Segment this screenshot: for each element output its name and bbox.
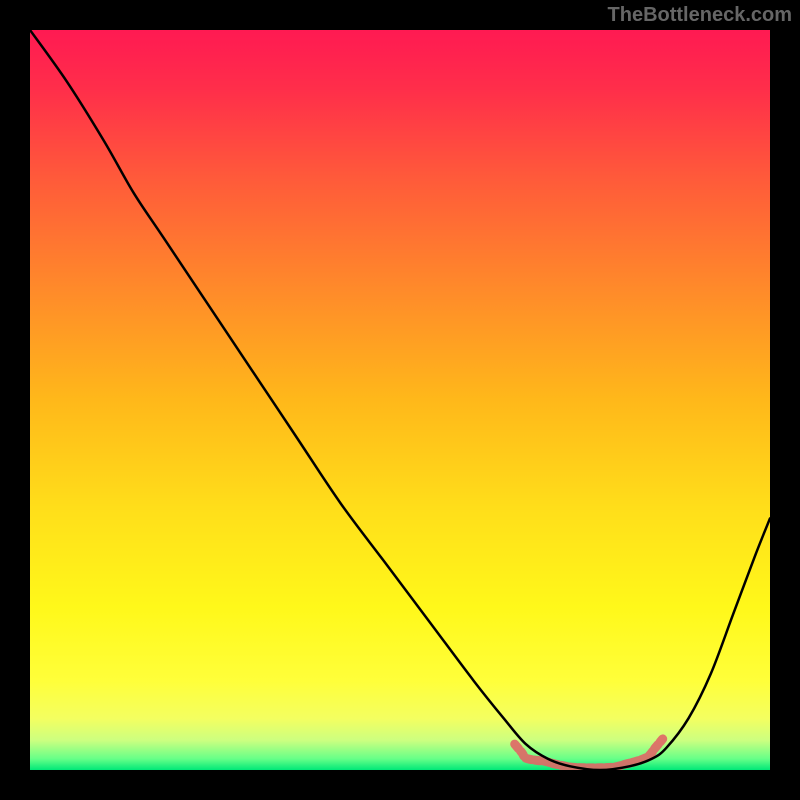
bottleneck-curve xyxy=(30,30,770,770)
chart-curve-layer xyxy=(30,30,770,770)
watermark-text: TheBottleneck.com xyxy=(608,4,792,27)
chart-plot-area xyxy=(30,30,770,770)
